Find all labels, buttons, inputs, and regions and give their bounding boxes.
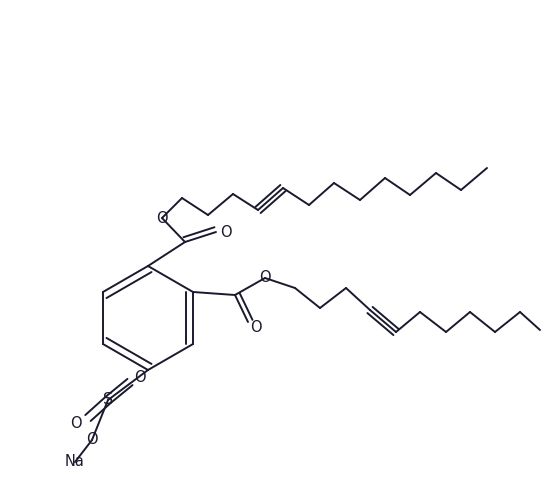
Text: O: O xyxy=(220,224,232,240)
Text: O: O xyxy=(259,271,271,285)
Text: O: O xyxy=(70,415,82,431)
Text: O: O xyxy=(86,433,98,447)
Text: O: O xyxy=(156,211,168,225)
Text: S: S xyxy=(103,392,113,408)
Text: O: O xyxy=(134,370,146,384)
Text: Na: Na xyxy=(65,455,85,469)
Text: O: O xyxy=(250,320,262,334)
